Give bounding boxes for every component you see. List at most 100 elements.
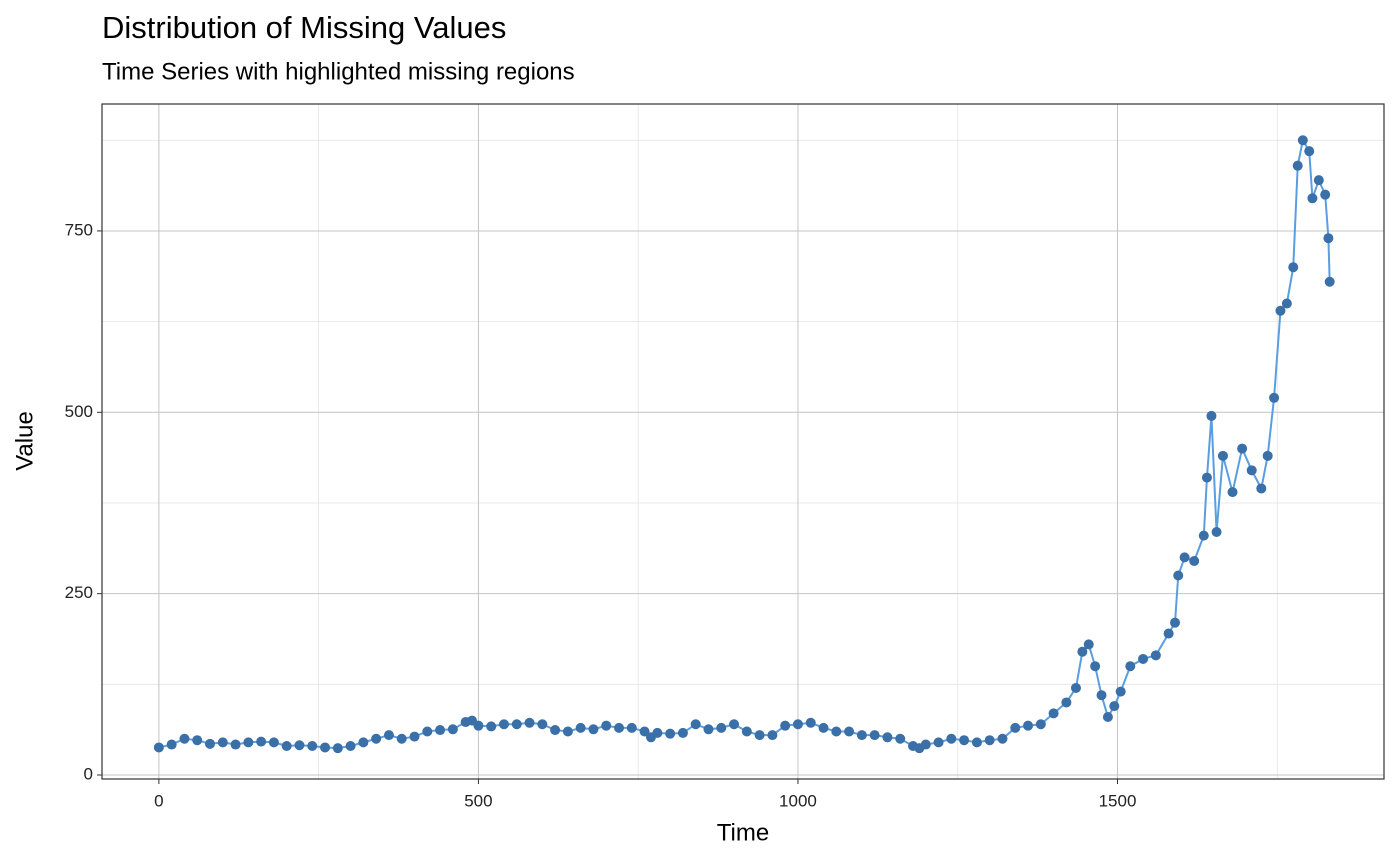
data-point: [588, 724, 599, 735]
data-point: [332, 743, 343, 754]
data-point: [371, 733, 382, 744]
data-point: [447, 724, 458, 735]
plot-frame: [101, 103, 1385, 780]
data-point: [294, 740, 305, 751]
y-axis-label: Value: [11, 411, 38, 471]
data-point: [741, 726, 752, 737]
data-point: [1237, 443, 1248, 454]
data-point: [677, 727, 688, 738]
data-point: [1256, 483, 1267, 494]
data-point: [1163, 628, 1174, 639]
data-point: [486, 721, 497, 732]
data-point: [1323, 233, 1334, 244]
data-point: [243, 737, 254, 748]
data-point: [869, 730, 880, 741]
data-point: [1023, 720, 1034, 731]
data-point: [1125, 661, 1136, 672]
data-point: [1313, 175, 1324, 186]
data-point: [230, 739, 241, 750]
data-point: [1150, 650, 1161, 661]
data-point: [1173, 570, 1184, 581]
data-point: [498, 719, 509, 730]
data-point: [358, 737, 369, 748]
data-point: [1198, 530, 1209, 541]
data-point: [1320, 189, 1331, 200]
data-point: [550, 725, 561, 736]
data-point: [1109, 701, 1120, 712]
data-point: [1077, 646, 1088, 657]
data-point: [320, 742, 331, 753]
data-point: [729, 719, 740, 730]
data-point: [614, 722, 625, 733]
data-point: [1048, 708, 1059, 719]
x-tick-label: 1500: [1099, 791, 1137, 810]
data-point: [767, 730, 778, 741]
data-point: [345, 740, 356, 751]
y-tick-label: 0: [84, 764, 93, 783]
data-point: [1307, 193, 1318, 204]
y-tick-label: 750: [65, 220, 93, 239]
data-point: [754, 730, 765, 741]
data-point: [1217, 450, 1228, 461]
data-point: [1179, 552, 1190, 563]
data-point: [665, 728, 676, 739]
y-tick-label: 500: [65, 402, 93, 421]
data-point: [511, 719, 522, 730]
data-point: [473, 720, 484, 731]
data-point: [780, 720, 791, 731]
data-point: [1304, 146, 1315, 157]
data-point: [1070, 682, 1081, 693]
data-point: [1324, 276, 1335, 287]
data-point: [1211, 526, 1222, 537]
data-point: [1206, 410, 1217, 421]
data-point: [690, 719, 701, 730]
data-point: [562, 726, 573, 737]
data-point: [997, 733, 1008, 744]
data-point: [1262, 450, 1273, 461]
data-point: [895, 733, 906, 744]
data-point: [805, 717, 816, 728]
data-point: [933, 737, 944, 748]
data-point: [1170, 617, 1181, 628]
data-point: [1275, 305, 1286, 316]
data-point: [844, 726, 855, 737]
data-point: [1083, 639, 1094, 650]
data-point: [409, 731, 420, 742]
data-point: [524, 717, 535, 728]
data-point: [639, 726, 650, 737]
data-point: [537, 719, 548, 730]
data-point: [703, 724, 714, 735]
x-tick-label: 0: [154, 791, 163, 810]
data-point: [959, 735, 970, 746]
y-tick-label: 250: [65, 583, 93, 602]
data-point: [575, 722, 586, 733]
data-point: [1201, 472, 1212, 483]
data-point: [818, 722, 829, 733]
data-point: [831, 726, 842, 737]
data-point: [153, 742, 164, 753]
data-point: [971, 737, 982, 748]
data-point: [1102, 711, 1113, 722]
data-point: [626, 722, 637, 733]
data-point: [192, 735, 203, 746]
data-point: [601, 720, 612, 731]
data-point: [1269, 392, 1280, 403]
data-point: [792, 719, 803, 730]
data-point: [716, 722, 727, 733]
data-point: [856, 730, 867, 741]
data-point: [1090, 661, 1101, 672]
x-axis-label: Time: [717, 819, 769, 846]
data-point: [268, 737, 279, 748]
data-point: [396, 733, 407, 744]
data-point: [256, 736, 267, 747]
data-point: [946, 733, 957, 744]
data-point: [1115, 686, 1126, 697]
data-point: [307, 740, 318, 751]
data-point: [920, 739, 931, 750]
data-point: [1297, 135, 1308, 146]
data-point: [1061, 697, 1072, 708]
data-point: [1010, 722, 1021, 733]
data-point: [435, 725, 446, 736]
x-tick-label: 500: [464, 791, 492, 810]
